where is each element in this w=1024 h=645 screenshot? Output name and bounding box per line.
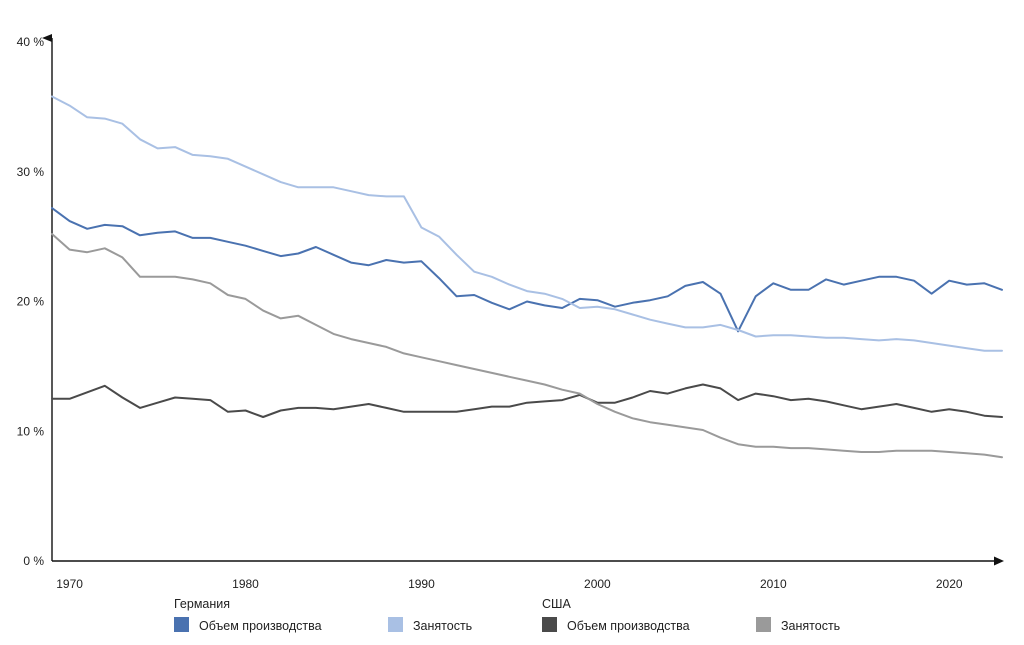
tick-labels: 0 % 10 % 20 % 30 % 40 % 1970 1980 1990 2000 2010 2…	[17, 35, 963, 591]
series-line-usa-output	[51, 383, 1003, 418]
y-tick-label: 10 %	[17, 424, 45, 438]
legend-swatch	[756, 617, 771, 632]
y-tick-label: 40 %	[17, 35, 45, 49]
legend-group-title: Германия	[174, 597, 230, 611]
axes	[42, 34, 1004, 566]
x-tick-label: 2020	[936, 577, 963, 591]
x-tick-label: 2000	[584, 577, 611, 591]
x-tick-label: 1980	[232, 577, 259, 591]
legend-group-title: США	[542, 597, 571, 611]
x-tick-label: 1970	[56, 577, 83, 591]
legend-label: Занятость	[781, 619, 840, 633]
legend-label: Объем производства	[199, 619, 322, 633]
series-line-germany-output	[51, 207, 1003, 333]
series-layer	[51, 95, 1003, 459]
legend-swatch	[174, 617, 189, 632]
legend-swatch	[388, 617, 403, 632]
legend-label: Занятость	[413, 619, 472, 633]
legend-label: Объем производства	[567, 619, 690, 633]
y-tick-label: 20 %	[17, 295, 45, 309]
series-line-germany-employment	[51, 95, 1003, 352]
y-tick-label: 0 %	[23, 554, 44, 568]
legend: Германия Объем производства Занятость США Об…	[174, 597, 840, 633]
x-tick-label: 2010	[760, 577, 787, 591]
series-line-usa-employment	[51, 233, 1003, 459]
y-tick-label: 30 %	[17, 165, 45, 179]
x-axis-arrow	[994, 556, 1004, 566]
legend-swatch	[542, 617, 557, 632]
x-tick-label: 1990	[408, 577, 435, 591]
